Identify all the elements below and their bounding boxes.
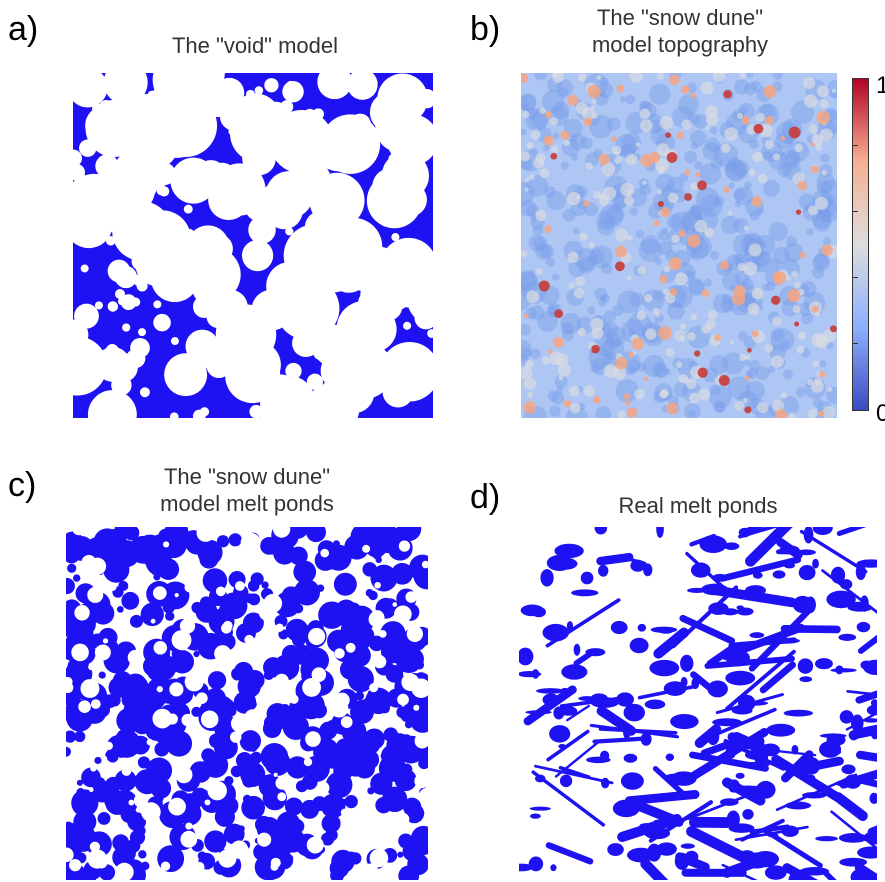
panel-c-letter: c) — [8, 466, 37, 504]
snow-dune-melt-ponds-image — [66, 527, 428, 880]
colorbar-max-label: 1 — [876, 72, 885, 99]
colorbar-min-label: 0 — [876, 400, 885, 427]
void-model-image — [73, 73, 433, 418]
panel-c-title: The "snow dune" model melt ponds — [160, 464, 334, 516]
colorbar-tick — [852, 211, 858, 212]
panel-d-title: Real melt ponds — [618, 493, 778, 518]
panel-b-title: The "snow dune" model topography — [591, 5, 769, 57]
colorbar — [852, 78, 869, 411]
colorbar-tick — [852, 277, 858, 278]
panel-a-letter: a) — [8, 10, 39, 48]
panel-a-title: The "void" model — [171, 33, 339, 58]
colorbar-tick — [852, 145, 858, 146]
panel-b-letter: b) — [470, 10, 501, 48]
snow-dune-topography-image — [521, 73, 837, 418]
real-melt-ponds-image — [519, 527, 877, 880]
panel-d-letter: d) — [470, 478, 501, 516]
colorbar-tick — [852, 343, 858, 344]
